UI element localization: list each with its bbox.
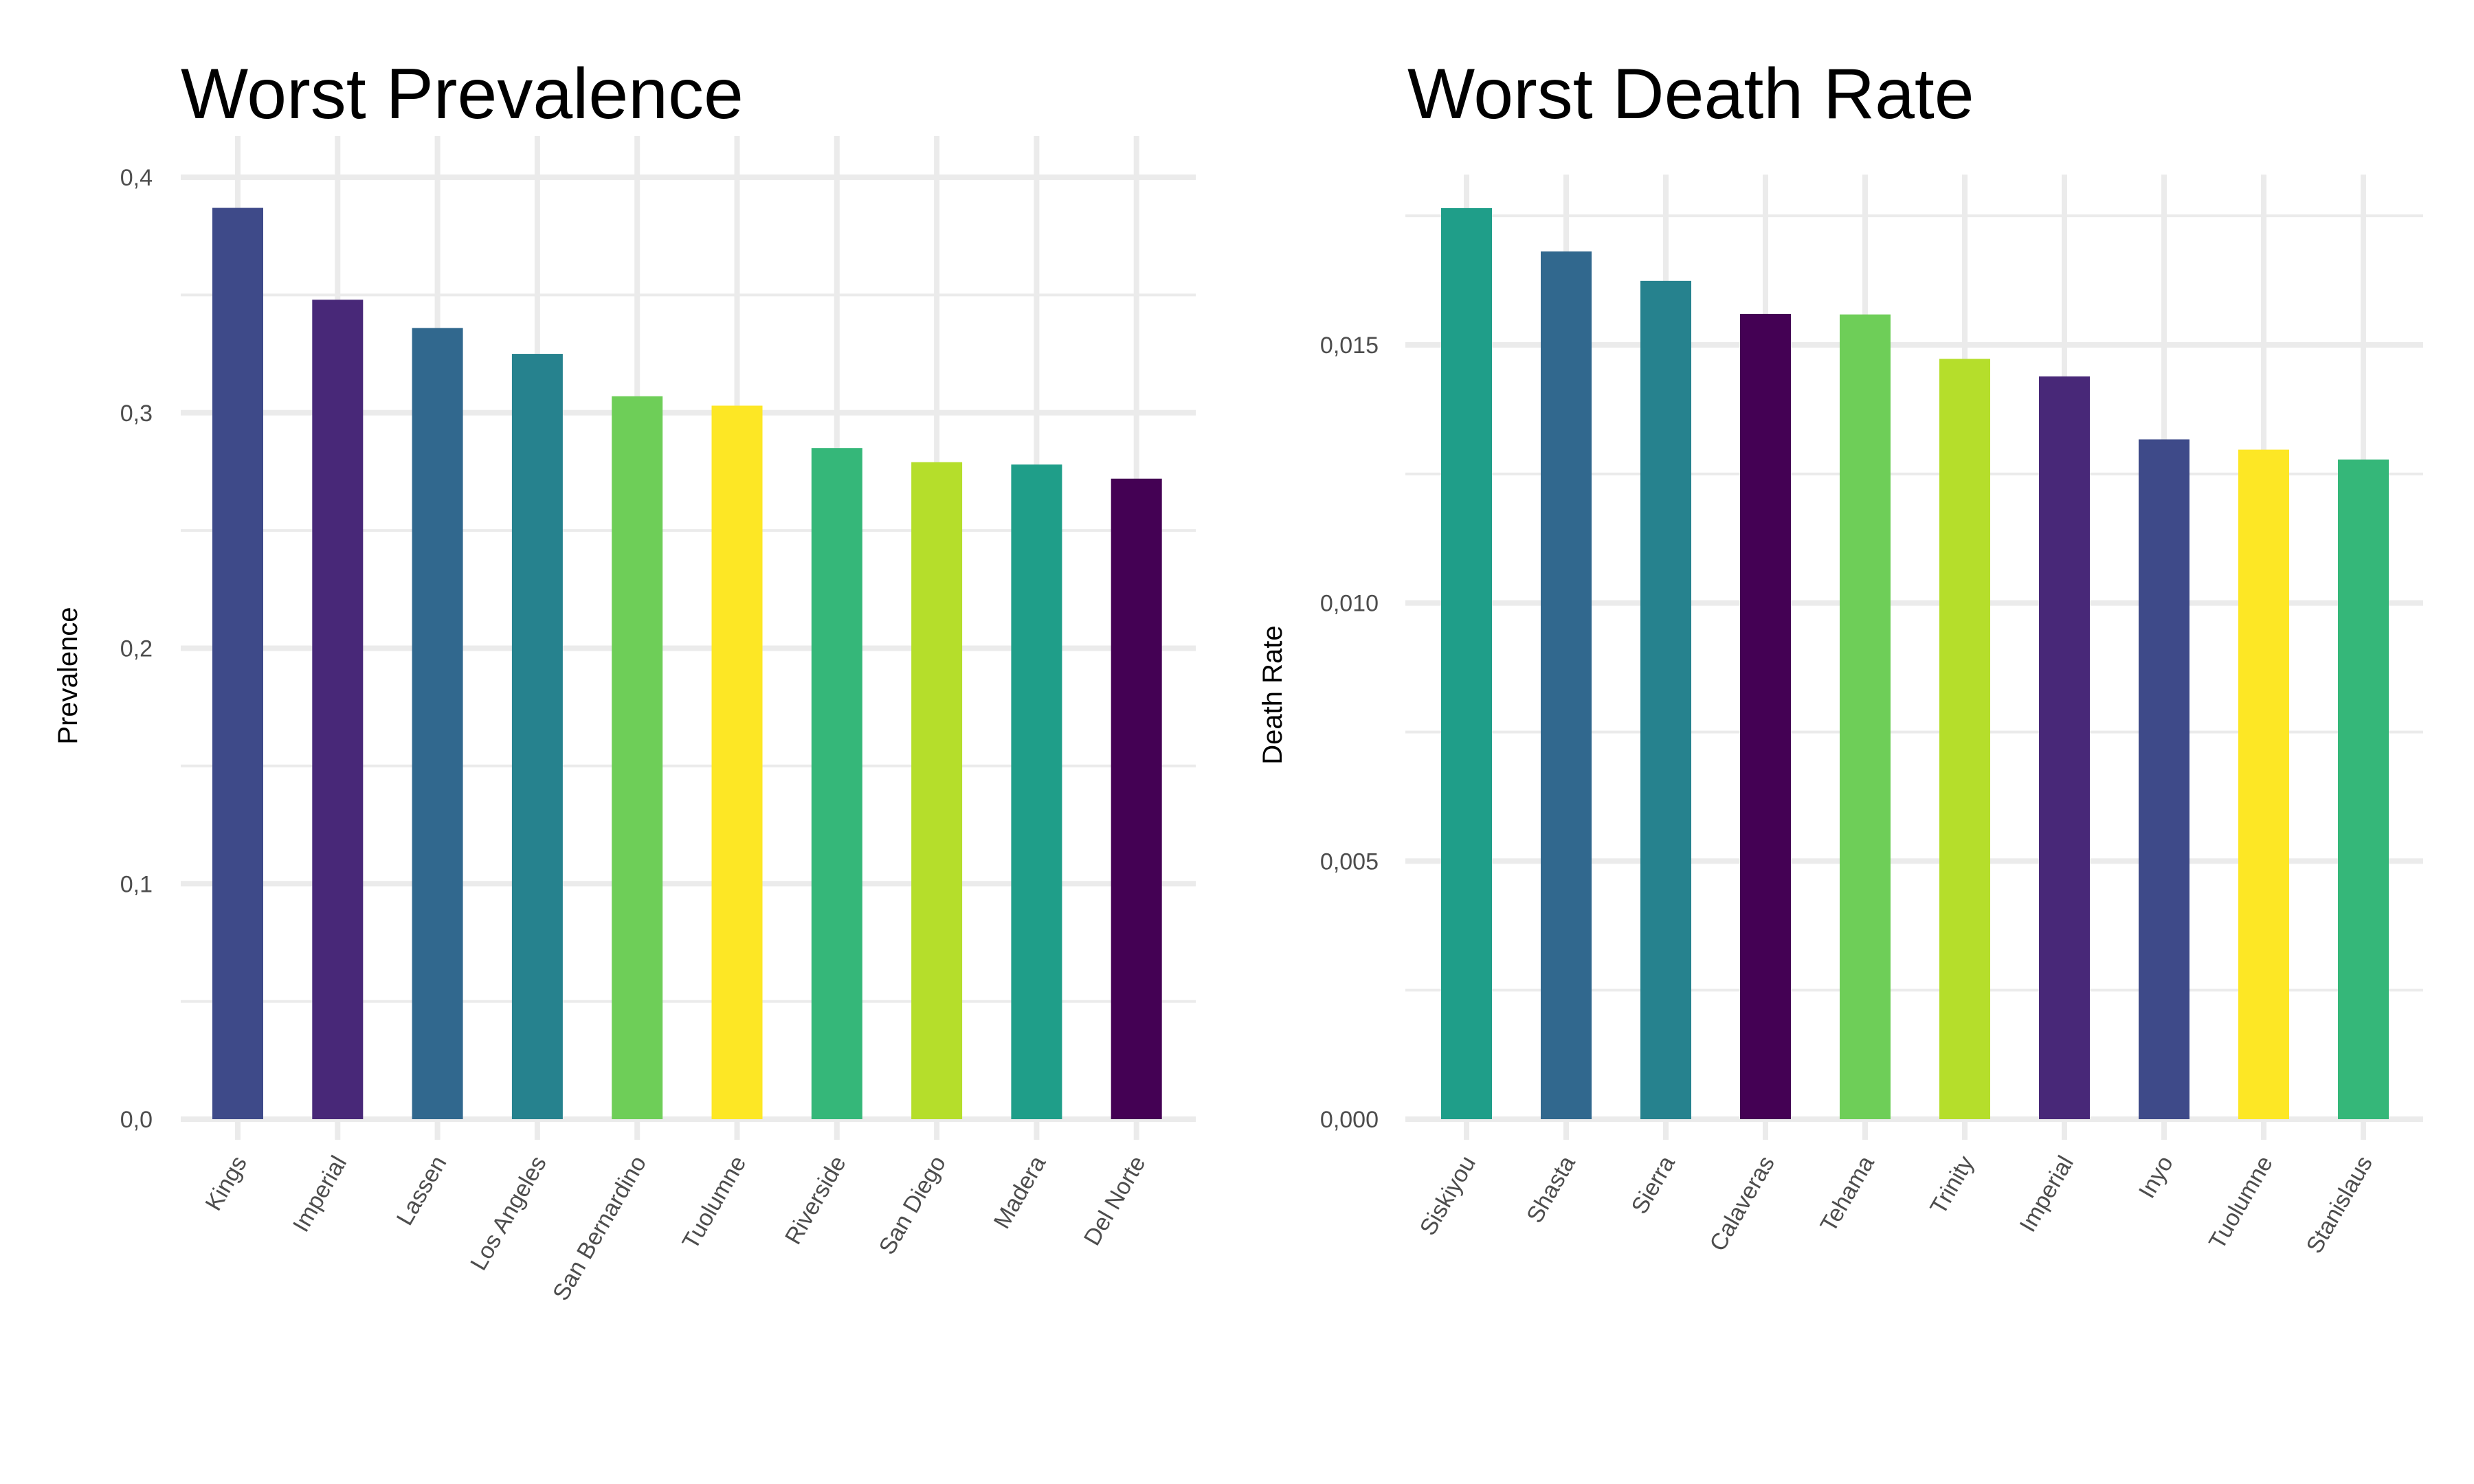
- prevalence-x-tick-label: Riverside: [780, 1151, 851, 1249]
- prevalence-y-axis-label: Prevalence: [53, 607, 83, 744]
- prevalence-x-tick-label: Tuolumne: [678, 1151, 752, 1254]
- death-rate-x-tick-label: Stanislaus: [2302, 1151, 2378, 1258]
- death-rate-y-ticks: 0,000 0,005 0,010 0,015: [1320, 333, 1379, 1133]
- prevalence-y-tick-label: 0,1: [120, 871, 153, 897]
- prevalence-bar: [1011, 464, 1062, 1119]
- prevalence-y-tick-label: 0,4: [120, 165, 153, 191]
- death-rate-y-tick-label: 0,010: [1320, 591, 1379, 617]
- prevalence-bar: [811, 448, 862, 1119]
- death-rate-y-tick-label: 0,000: [1320, 1107, 1379, 1133]
- death-rate-bar: [1939, 359, 1990, 1119]
- death-rate-panel: 0,000 0,005 0,010 0,015 Siskiyou Shasta Sierr…: [1258, 54, 2423, 1258]
- prevalence-bar: [412, 328, 463, 1119]
- prevalence-x-tick-label: Los Angeles: [465, 1151, 552, 1274]
- prevalence-y-tick-label: 0,2: [120, 636, 153, 662]
- death-rate-bar: [1640, 280, 1691, 1119]
- death-rate-x-tick-label: Trinity: [1925, 1151, 1979, 1219]
- death-rate-x-tick-label: Calaveras: [1704, 1151, 1779, 1256]
- death-rate-x-tick-label: Tuolumne: [2204, 1151, 2278, 1254]
- death-rate-bar: [1840, 314, 1891, 1119]
- prevalence-y-tick-label: 0,3: [120, 401, 153, 427]
- death-rate-bar: [2039, 376, 2090, 1120]
- death-rate-x-tick-label: Shasta: [1522, 1151, 1581, 1228]
- death-rate-bar: [1740, 313, 1791, 1119]
- prevalence-title: Worst Prevalence: [181, 54, 744, 134]
- death-rate-x-tick-label: Sierra: [1627, 1151, 1680, 1219]
- prevalence-y-tick-label: 0,0: [120, 1107, 153, 1133]
- prevalence-bar: [1111, 478, 1162, 1119]
- death-rate-bars: [1441, 207, 2389, 1120]
- death-rate-title: Worst Death Rate: [1407, 54, 1974, 134]
- prevalence-bar: [511, 354, 563, 1119]
- prevalence-x-tick-label: Del Norte: [1079, 1151, 1151, 1250]
- prevalence-y-ticks: 0,0 0,1 0,2 0,3 0,4: [120, 165, 153, 1133]
- prevalence-x-tick-label: San Diego: [874, 1151, 951, 1259]
- death-rate-x-tick-label: Inyo: [2134, 1151, 2178, 1203]
- prevalence-bar: [312, 300, 364, 1120]
- death-rate-x-tick-label: Imperial: [2015, 1151, 2079, 1237]
- prevalence-panel: 0,0 0,1 0,2 0,3 0,4 Kings Imperial Lassen Los A…: [53, 54, 1196, 1305]
- death-rate-bar: [2139, 439, 2189, 1119]
- death-rate-x-ticks: Siskiyou Shasta Sierra Calaveras Tehama Trini…: [1415, 1151, 2378, 1258]
- prevalence-bar: [911, 462, 963, 1119]
- death-rate-bar: [2238, 449, 2289, 1119]
- prevalence-x-tick-label: Madera: [989, 1151, 1051, 1233]
- death-rate-bar: [1541, 251, 1592, 1119]
- prevalence-x-tick-label: Imperial: [288, 1151, 352, 1237]
- prevalence-x-tick-label: San Bernardino: [548, 1151, 651, 1305]
- death-rate-y-tick-label: 0,015: [1320, 333, 1379, 359]
- death-rate-bar: [2338, 459, 2389, 1119]
- prevalence-x-tick-label: Kings: [200, 1151, 252, 1215]
- death-rate-y-axis-label: Death Rate: [1258, 625, 1288, 764]
- prevalence-bar: [212, 207, 263, 1119]
- death-rate-x-tick-label: Tehama: [1816, 1151, 1880, 1237]
- death-rate-x-tick-label: Siskiyou: [1415, 1151, 1481, 1240]
- prevalence-x-tick-label: Lassen: [392, 1151, 452, 1230]
- prevalence-bar: [711, 405, 763, 1119]
- prevalence-bars: [212, 207, 1162, 1120]
- death-rate-bar: [1441, 207, 1492, 1119]
- prevalence-bar: [612, 396, 663, 1119]
- death-rate-y-tick-label: 0,005: [1320, 848, 1379, 875]
